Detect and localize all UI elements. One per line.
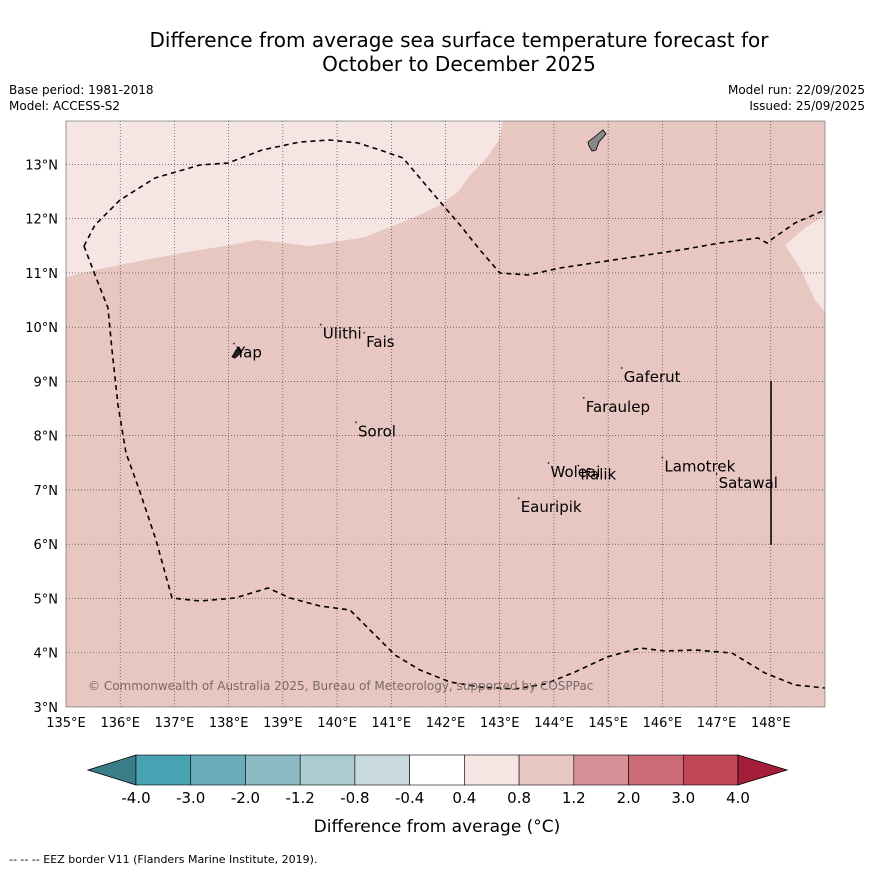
place-marker (661, 456, 664, 459)
colorbar-segment (573, 754, 629, 786)
lon-tick-label: 144°E (534, 716, 574, 731)
lat-tick-label: 3°N (34, 701, 59, 716)
colorbar-segment (354, 754, 410, 786)
map-area (66, 121, 825, 707)
colorbar-tick-label: -0.4 (395, 789, 424, 807)
colorbar-segment (464, 754, 520, 786)
lat-tick-label: 12°N (25, 213, 58, 228)
lat-tick-label: 5°N (34, 592, 59, 607)
colorbar-segment (682, 754, 739, 786)
lon-tick-label: 135°E (46, 716, 86, 731)
colorbar-segment (245, 754, 301, 786)
lon-tick-label: 137°E (155, 716, 195, 731)
lat-tick-label: 8°N (34, 430, 59, 445)
place-label: Sorol (358, 422, 396, 440)
colorbar: -4.0 -3.0 -2.0 -1.2 -0.8 -0.4 0.4 0.8 1.2 2.0 3.0 4… (86, 754, 789, 807)
lon-tick-label: 142°E (426, 716, 466, 731)
lat-tick-label: 11°N (25, 267, 58, 282)
colorbar-tick-label: 3.0 (671, 789, 695, 807)
issued-date: Issued: 25/09/2025 (749, 99, 865, 113)
place-marker (715, 472, 718, 475)
title-line-1: Difference from average sea surface temp… (149, 28, 769, 52)
colorbar-tick-label: -4.0 (121, 789, 150, 807)
colorbar-label: Difference from average (°C) (314, 817, 561, 837)
colorbar-tick-label: -2.0 (231, 789, 260, 807)
colorbar-segment (190, 754, 246, 786)
model-run: Model run: 22/09/2025 (727, 83, 865, 97)
lat-tick-label: 10°N (25, 321, 58, 336)
place-marker (577, 464, 580, 467)
place-label: Woleai (551, 463, 601, 481)
place-label: Satawal (719, 474, 778, 492)
colorbar-over-arrow (737, 754, 789, 786)
lon-tick-label: 146°E (643, 716, 683, 731)
colorbar-segment (518, 754, 575, 786)
colorbar-tick-label: 2.0 (617, 789, 641, 807)
lon-tick-label: 141°E (372, 716, 412, 731)
place-label: Yap (235, 344, 262, 362)
colorbar-under-arrow (86, 754, 137, 786)
axis-ticks: 135°E 136°E 137°E 138°E 139°E 140°E 141°E 142°E… (25, 158, 790, 731)
lon-tick-label: 145°E (588, 716, 628, 731)
base-period: Base period: 1981-2018 (9, 83, 154, 97)
colorbar-tick-label: -1.2 (286, 789, 315, 807)
place-marker (233, 342, 235, 345)
place-label: Faraulep (586, 398, 650, 416)
colorbar-segment (135, 754, 192, 786)
lon-tick-label: 143°E (480, 716, 520, 731)
place-label: Eauripik (521, 498, 582, 516)
title-line-2: October to December 2025 (322, 52, 596, 76)
eez-border-south (83, 245, 825, 690)
lat-tick-label: 6°N (34, 538, 59, 553)
lat-tick-label: 13°N (25, 158, 58, 173)
lon-tick-label: 136°E (100, 716, 140, 731)
map-title: Difference from average sea surface temp… (0, 28, 873, 76)
meta-left: Base period: 1981-2018 Model: ACCESS-S2 (9, 82, 154, 114)
lon-tick-label: 138°E (209, 716, 249, 731)
colorbar-segment (628, 754, 684, 786)
colorbar-segment (299, 754, 356, 786)
eez-legend-footer: -- -- -- EEZ border V11 (Flanders Marine… (9, 853, 318, 866)
colorbar-tick-label: 4.0 (726, 789, 750, 807)
lat-tick-label: 4°N (34, 647, 59, 662)
place-label: Gaferut (624, 368, 681, 386)
place-marker (582, 396, 585, 399)
place-marker (547, 462, 550, 464)
colorbar-tick-label: -3.0 (176, 789, 205, 807)
place-labels: Yap Ulithi Fais Sorol Gaferut Faraulep WoleaiI… (233, 323, 778, 516)
place-marker (363, 331, 366, 334)
model-name: Model: ACCESS-S2 (9, 99, 121, 113)
lon-tick-label: 147°E (697, 716, 737, 731)
place-marker (517, 497, 520, 500)
lon-tick-label: 148°E (751, 716, 791, 731)
meta-right: Model run: 22/09/2025 Issued: 25/09/2025 (728, 82, 865, 114)
eez-border (83, 139, 825, 276)
colorbar-tick-label: 0.8 (507, 789, 531, 807)
lat-tick-label: 9°N (34, 375, 59, 390)
place-label: Fais (366, 333, 395, 351)
graticule (66, 121, 825, 707)
anomaly-band-0-4-to-0-8-east (785, 215, 825, 312)
yap-island (231, 346, 243, 359)
place-marker (319, 323, 322, 326)
colorbar-tick-label: 0.4 (452, 789, 476, 807)
lat-tick-label: 7°N (34, 484, 59, 499)
colorbar-tick-label: 1.2 (562, 789, 586, 807)
copyright-text: © Commonwealth of Australia 2025, Bureau… (88, 679, 593, 693)
colorbar-segment (409, 754, 465, 786)
place-marker (620, 367, 623, 369)
map-frame (65, 120, 826, 708)
guam-island (587, 129, 607, 152)
place-label: Ifalik (580, 466, 616, 484)
lon-tick-label: 140°E (317, 716, 357, 731)
place-marker (355, 421, 357, 424)
anomaly-band-0-4-to-0-8-north (66, 121, 503, 277)
place-label: Lamotrek (664, 458, 735, 476)
place-label: Ulithi (323, 325, 362, 343)
lon-tick-label: 139°E (263, 716, 303, 731)
colorbar-tick-label: -0.8 (340, 789, 369, 807)
